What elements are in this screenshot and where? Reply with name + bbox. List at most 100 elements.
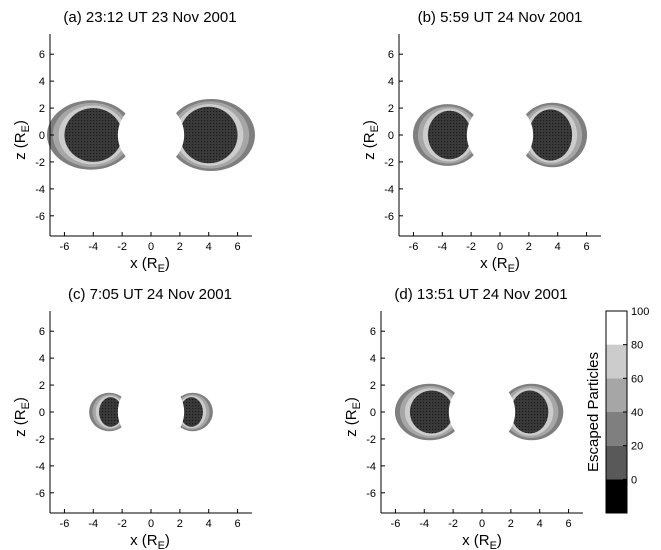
- escape-core: [427, 110, 472, 160]
- lobe-left: [47, 100, 136, 170]
- y-tick-label: 0: [39, 130, 45, 142]
- colorbar-tick-label: 0: [631, 474, 637, 486]
- x-tick-label: -6: [391, 518, 401, 530]
- x-tick-label: -6: [60, 241, 70, 253]
- y-axis-label: z (RE): [361, 120, 381, 160]
- inner-boundary: [117, 378, 185, 446]
- escape-core: [528, 109, 573, 161]
- y-tick-label: 6: [39, 49, 45, 61]
- x-tick-label: 0: [479, 518, 485, 530]
- y-tick-label: 0: [370, 407, 376, 419]
- colorbar: Escaped Particles 100 80 60 40 20 0: [585, 306, 649, 514]
- inner-boundary: [448, 378, 516, 446]
- y-tick-label: 0: [388, 130, 394, 142]
- x-tick-label: -2: [117, 241, 127, 253]
- y-tick-label: 0: [39, 407, 45, 419]
- y-tick-label: 6: [388, 49, 394, 61]
- colorbar-tick-label: 60: [631, 373, 643, 385]
- colorbar-level: [606, 311, 627, 345]
- x-axis-label: x (RE): [130, 532, 170, 550]
- y-tick-label: 6: [39, 326, 45, 338]
- y-tick-label: 6: [370, 326, 376, 338]
- colorbar-tick-label: 40: [631, 407, 643, 419]
- colorbar-tick-label: 100: [631, 306, 649, 318]
- y-tick-label: -2: [35, 157, 45, 169]
- y-tick-label: 4: [388, 76, 394, 88]
- y-tick-label: -6: [384, 211, 394, 223]
- lobe-right: [517, 102, 588, 168]
- lobe-left: [412, 104, 483, 166]
- escape-core: [510, 390, 549, 434]
- x-tick-label: 4: [555, 241, 561, 253]
- y-tick-label: 2: [388, 103, 394, 115]
- y-tick-label: 2: [39, 103, 45, 115]
- x-tick-label: -2: [117, 518, 127, 530]
- x-tick-label: 0: [148, 241, 154, 253]
- x-tick-label: 6: [235, 518, 241, 530]
- y-tick-label: -6: [366, 488, 376, 500]
- x-tick-label: -6: [409, 241, 419, 253]
- x-tick-label: 4: [206, 518, 212, 530]
- inner-boundary: [117, 101, 185, 169]
- colorbar-level: [606, 479, 627, 513]
- lobe-right: [166, 98, 255, 172]
- x-tick-label: -6: [60, 518, 70, 530]
- escape-core: [179, 106, 238, 164]
- colorbar-tick-label: 20: [631, 441, 643, 453]
- y-axis-label: z (RE): [12, 397, 32, 437]
- x-axis-label: x (RE): [130, 255, 170, 275]
- y-tick-label: 2: [39, 380, 45, 392]
- x-tick-label: 0: [148, 518, 154, 530]
- panel-title: (c) 7:05 UT 24 Nov 2001: [68, 286, 232, 303]
- panel-title: (a) 23:12 UT 23 Nov 2001: [63, 9, 236, 26]
- y-tick-label: -2: [366, 434, 376, 446]
- x-axis-label: x (RE): [480, 255, 520, 275]
- x-tick-label: 6: [566, 518, 572, 530]
- panel-title: (d) 13:51 UT 24 Nov 2001: [394, 286, 567, 303]
- x-tick-label: -2: [448, 518, 458, 530]
- y-tick-label: -4: [366, 461, 376, 473]
- colorbar-level: [606, 378, 627, 412]
- x-tick-label: -4: [88, 518, 98, 530]
- panel-a: (a) 23:12 UT 23 Nov 2001 x (RE) z (RE) -…: [12, 9, 255, 275]
- y-tick-label: 2: [370, 380, 376, 392]
- panel-c: (c) 7:05 UT 24 Nov 2001 x (RE) z (RE) -6…: [12, 286, 252, 550]
- colorbar-label: Escaped Particles: [585, 352, 602, 472]
- y-tick-label: 4: [370, 353, 376, 365]
- escape-core: [64, 108, 123, 162]
- x-tick-label: 6: [584, 241, 590, 253]
- escape-core: [179, 397, 203, 427]
- x-tick-label: 4: [537, 518, 543, 530]
- x-tick-label: 6: [235, 241, 241, 253]
- y-tick-label: 4: [39, 353, 45, 365]
- y-tick-label: -6: [35, 488, 45, 500]
- y-axis-label: z (RE): [12, 120, 32, 160]
- x-tick-label: 2: [508, 518, 514, 530]
- x-tick-label: -2: [466, 241, 476, 253]
- panel-title: (b) 5:59 UT 24 Nov 2001: [418, 9, 583, 26]
- x-tick-label: 2: [177, 241, 183, 253]
- y-axis-label: z (RE): [343, 397, 363, 437]
- y-tick-label: 4: [39, 76, 45, 88]
- x-tick-label: 0: [497, 241, 503, 253]
- y-tick-label: -4: [35, 461, 45, 473]
- x-axis-label: x (RE): [462, 532, 502, 550]
- colorbar-level: [606, 412, 627, 446]
- colorbar-level: [606, 445, 627, 480]
- lobe-left: [394, 383, 465, 441]
- escape-core: [409, 390, 454, 434]
- x-tick-label: 2: [177, 518, 183, 530]
- x-tick-label: -4: [419, 518, 429, 530]
- colorbar-level: [606, 344, 627, 379]
- y-tick-label: -2: [384, 157, 394, 169]
- panel-b: (b) 5:59 UT 24 Nov 2001 x (RE) z (RE) -6…: [361, 9, 601, 275]
- x-tick-label: 4: [206, 241, 212, 253]
- y-tick-label: -4: [384, 184, 394, 196]
- inner-boundary: [466, 101, 534, 169]
- escape-core: [99, 397, 123, 427]
- colorbar-tick-label: 80: [631, 340, 643, 352]
- y-tick-label: -6: [35, 211, 45, 223]
- x-tick-label: 2: [526, 241, 532, 253]
- lobe-right: [499, 383, 564, 441]
